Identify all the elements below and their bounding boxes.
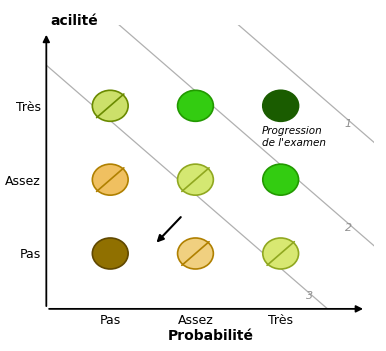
Circle shape: [92, 90, 128, 121]
Circle shape: [92, 238, 128, 269]
Circle shape: [178, 90, 213, 121]
Circle shape: [178, 238, 213, 269]
Text: Progression
de l'examen: Progression de l'examen: [262, 126, 326, 148]
X-axis label: Probabilité: Probabilité: [168, 329, 253, 343]
Text: 2: 2: [345, 223, 352, 233]
Text: acilité: acilité: [51, 14, 98, 28]
Text: 3: 3: [306, 291, 313, 301]
Circle shape: [263, 164, 299, 195]
Text: 1: 1: [345, 119, 352, 129]
Circle shape: [92, 164, 128, 195]
Circle shape: [178, 164, 213, 195]
Circle shape: [263, 90, 299, 121]
Circle shape: [263, 238, 299, 269]
